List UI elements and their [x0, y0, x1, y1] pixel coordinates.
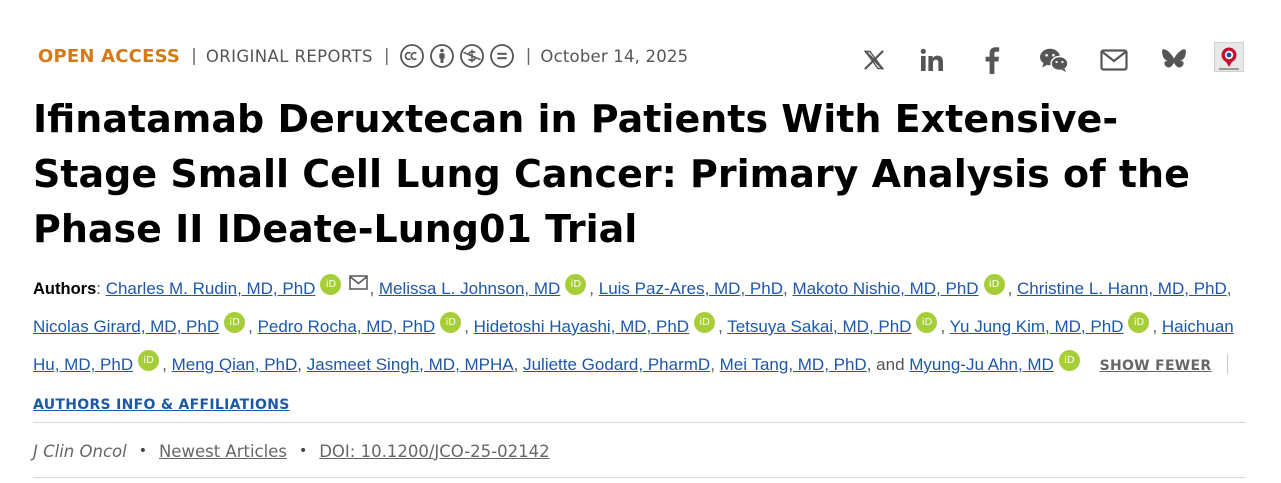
facebook-icon — [985, 47, 1000, 74]
author-link[interactable]: Tetsuya Sakai, MD, PhD — [727, 317, 912, 336]
meta-separator: | — [191, 46, 197, 66]
email-icon[interactable] — [349, 275, 369, 290]
orcid-icon[interactable]: iD — [694, 312, 716, 333]
divider — [1226, 354, 1228, 374]
author-link[interactable]: Christine L. Hann, MD, PhD — [1017, 279, 1227, 298]
orcid-icon[interactable]: iD — [224, 312, 246, 333]
orcid-icon[interactable]: iD — [1058, 350, 1080, 371]
mendeley-icon — [1214, 42, 1244, 72]
linkedin-icon — [920, 48, 943, 71]
cc-icon — [399, 44, 424, 68]
author-link[interactable]: Pedro Rocha, MD, PhD — [257, 317, 436, 336]
share-mendeley-button[interactable] — [1213, 41, 1245, 73]
share-email-button[interactable] — [1093, 44, 1135, 76]
orcid-icon[interactable]: iD — [138, 350, 160, 371]
publication-date: October 14, 2025 — [540, 46, 689, 66]
orcid-icon[interactable]: iD — [1128, 312, 1150, 333]
author-link[interactable]: Mei Tang, MD, PhD — [719, 355, 867, 374]
authors-label: Authors — [33, 280, 97, 298]
journal-name: J Clin Oncol — [33, 441, 127, 461]
attribution-icon — [429, 44, 454, 68]
article-type: ORIGINAL REPORTS — [205, 46, 373, 66]
share-wechat-button[interactable] — [1032, 44, 1076, 76]
x-icon — [864, 50, 884, 70]
author-link[interactable]: Jasmeet Singh, MD, MPHA — [306, 355, 514, 374]
bullet-separator: • — [138, 443, 147, 459]
orcid-icon[interactable]: iD — [983, 274, 1005, 295]
bluesky-icon — [1162, 49, 1186, 68]
authors-colon: : — [96, 279, 106, 298]
wechat-icon — [1040, 48, 1069, 72]
author-link[interactable]: Haichuan Hu, MD, PhD — [33, 317, 1234, 374]
meta-separator: | — [525, 46, 532, 66]
author-link[interactable]: Juliette Godard, PharmD — [523, 355, 711, 374]
authors-list: Authors: Charles M. Rudin, MD, PhD iD, Me… — [33, 270, 1245, 424]
authors-conjunction: , and — [866, 355, 910, 374]
share-linkedin-button[interactable] — [912, 44, 952, 76]
orcid-icon[interactable]: iD — [440, 312, 462, 333]
email-icon — [1100, 49, 1128, 71]
doi-link[interactable]: DOI: 10.1200/JCO-25-02142 — [319, 441, 550, 461]
author-link[interactable]: Hidetoshi Hayashi, MD, PhD — [473, 317, 690, 336]
article-header: OPEN ACCESS | ORIGINAL REPORTS | — [33, 0, 1245, 483]
noncommercial-icon — [459, 44, 484, 68]
author-link[interactable]: Nicolas Girard, MD, PhD — [33, 317, 220, 336]
author-link[interactable]: Makoto Nishio, MD, PhD — [792, 279, 979, 298]
article-meta-line: OPEN ACCESS | ORIGINAL REPORTS | — [38, 42, 688, 70]
share-bluesky-button[interactable] — [1153, 44, 1195, 76]
citation-line: J Clin Oncol • Newest Articles • DOI: 10… — [33, 438, 550, 464]
divider — [33, 477, 1245, 478]
license-icons[interactable] — [399, 43, 515, 69]
orcid-icon[interactable]: iD — [916, 312, 938, 333]
authors-affiliations-link[interactable]: AUTHORS INFO & AFFILIATIONS — [33, 397, 290, 413]
noderivatives-icon — [489, 44, 514, 68]
divider — [33, 422, 1245, 423]
newest-articles-link[interactable]: Newest Articles — [158, 441, 287, 461]
show-fewer-button[interactable]: SHOW FEWER — [1099, 358, 1212, 374]
author-link[interactable]: Luis Paz-Ares, MD, PhD — [598, 279, 783, 298]
author-link[interactable]: Melissa L. Johnson, MD — [378, 279, 561, 298]
author-link[interactable]: Myung-Ju Ahn, MD — [909, 355, 1054, 374]
orcid-icon[interactable]: iD — [565, 274, 587, 295]
author-link[interactable]: Meng Qian, PhD — [171, 355, 298, 374]
share-x-button[interactable] — [854, 44, 894, 76]
article-title: Ifinatamab Deruxtecan in Patients With E… — [33, 97, 1190, 251]
author-link[interactable]: Yu Jung Kim, MD, PhD — [949, 317, 1124, 336]
open-access-badge: OPEN ACCESS — [38, 45, 181, 67]
share-facebook-button[interactable] — [972, 44, 1012, 76]
orcid-icon[interactable]: iD — [320, 274, 342, 295]
author-link[interactable]: Charles M. Rudin, MD, PhD — [105, 279, 316, 298]
bullet-separator: • — [298, 443, 308, 459]
meta-separator: | — [383, 46, 390, 66]
